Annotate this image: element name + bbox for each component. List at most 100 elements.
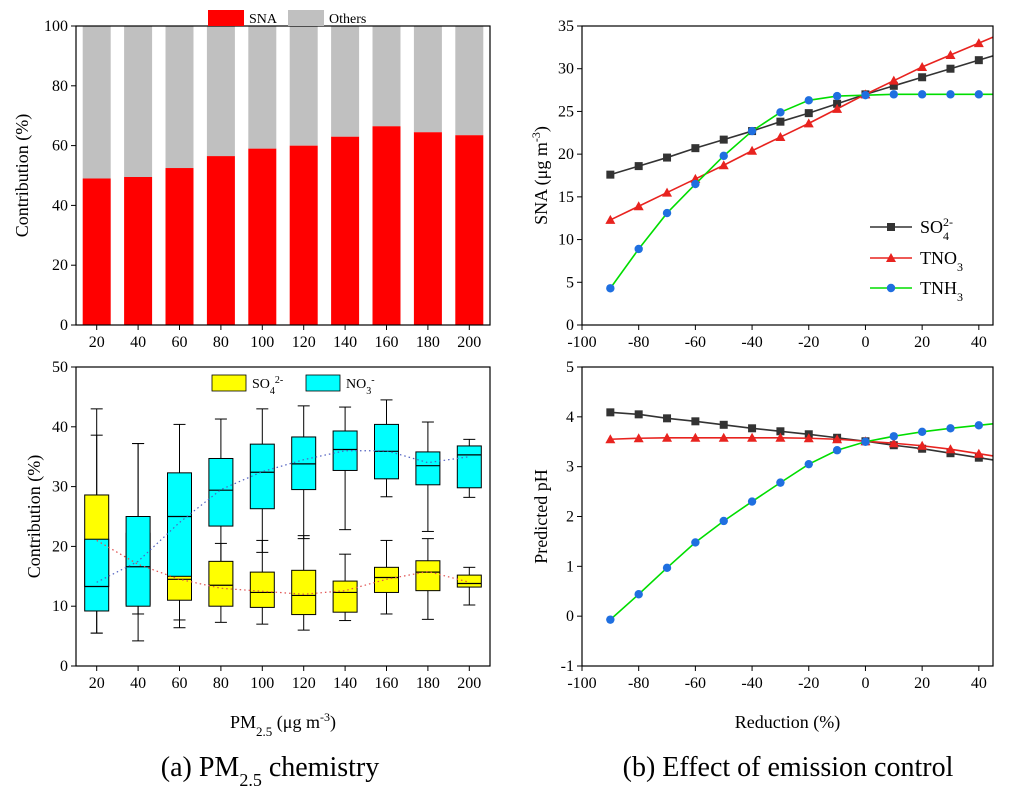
b-top-ylabel: SNA (μg m-3)	[529, 126, 552, 225]
b-top-point-so4	[634, 162, 643, 171]
b-bottom-point-tnh3	[832, 446, 842, 455]
b-top-ytick-label: 25	[558, 103, 574, 120]
a-bottom-ylabel: Contribution (%)	[24, 455, 45, 579]
b-top-point-tnh3	[691, 179, 700, 189]
a-top-plot-frame	[75, 25, 491, 326]
a-top-ylabel: Contribution (%)	[12, 114, 33, 238]
a-bottom-xlabel: PM2.5 (μg m-3)	[230, 710, 336, 739]
b-bottom-ytick-label: 2	[566, 509, 574, 526]
panel-b-top: -100 -80 -60 -40 -20 0 20 40 0 5 10 15 20 25 30 35 SO42-…	[529, 18, 994, 351]
b-bottom-point-so4	[691, 417, 700, 426]
b-top-point-so4	[974, 56, 983, 65]
b-bottom-point-tnh3	[917, 427, 927, 436]
a-top-ytick-label: 100	[44, 18, 68, 35]
box-no3	[415, 451, 441, 486]
b-bottom-ytick-label: 3	[566, 459, 574, 476]
b-top-xtick-label: 40	[971, 334, 987, 351]
b-top-xtick-label: 20	[914, 334, 930, 351]
a-top-xtick-label: 120	[292, 334, 316, 351]
b-bottom-xtick-label: -20	[798, 675, 819, 692]
a-bottom-xtick-label: 40	[130, 675, 146, 692]
a-top-ytick-label: 80	[52, 78, 68, 95]
b-top-point-tnh3	[719, 151, 728, 161]
b-bottom-point-tno3	[832, 434, 843, 444]
b-top-point-tnh3	[776, 108, 785, 117]
bar-others	[206, 26, 235, 157]
a-bottom-ytick-label: 20	[52, 538, 68, 555]
legend-so4-swatch	[211, 374, 247, 392]
a-top-xtick-label: 200	[457, 334, 481, 351]
a-bottom-xtick-label: 80	[213, 675, 229, 692]
legend-so4-label: SO42-	[920, 215, 953, 243]
b-bottom-point-tno3	[690, 432, 701, 442]
bar-others	[455, 26, 484, 136]
b-top-point-tnh3	[662, 208, 672, 218]
legend-others-swatch	[288, 10, 324, 26]
legend-sna-label: SNA	[249, 12, 278, 27]
bar-others	[124, 26, 153, 177]
bar-sna	[124, 176, 153, 325]
b-top-point-so4	[719, 135, 728, 144]
b-bottom-plot-frame	[581, 366, 994, 667]
a-top-xtick-label: 20	[89, 334, 105, 351]
legend-no3-swatch	[305, 374, 341, 392]
b-top-point-tnh3	[606, 284, 615, 293]
box-no3	[208, 457, 234, 527]
b-top-point-tno3	[718, 160, 729, 170]
bar-others	[165, 26, 194, 169]
bar-sna	[455, 135, 484, 325]
b-bottom-point-tnh3	[889, 432, 898, 441]
b-bottom-point-tno3	[605, 434, 616, 444]
legend-so4-label: SO42-	[252, 375, 283, 397]
box-so4	[208, 560, 234, 607]
legend-sna-swatch	[208, 10, 244, 26]
b-top-point-tnh3	[889, 90, 898, 99]
caption-a: (a) PM2.5 chemistry	[161, 752, 379, 790]
bar-sna	[82, 178, 111, 325]
a-top-xtick-label: 40	[130, 334, 146, 351]
b-bottom-point-so4	[776, 427, 785, 436]
b-bottom-point-tnh3	[634, 590, 643, 599]
b-top-ytick-label: 10	[558, 232, 574, 249]
a-bottom-plot-frame	[75, 366, 491, 667]
b-top-point-tnh3	[634, 244, 643, 254]
b-bottom-point-tnh3	[804, 459, 813, 469]
b-bottom-point-tno3	[917, 440, 928, 450]
legend-so4-marker	[887, 223, 895, 231]
bar-others	[82, 26, 111, 179]
box-no3	[84, 538, 110, 612]
bar-others	[289, 26, 318, 146]
b-top-xtick-label: -20	[798, 334, 819, 351]
b-top-point-so4	[606, 170, 615, 179]
legend-tno3-marker	[886, 253, 896, 262]
b-top-ytick-label: 15	[558, 189, 574, 206]
b-bottom-xtick-label: 20	[914, 675, 930, 692]
b-top-point-tno3	[605, 214, 616, 224]
b-bottom-ytick-label: 4	[566, 409, 574, 426]
b-bottom-point-tnh3	[861, 437, 870, 446]
bar-sna	[372, 126, 401, 325]
b-bottom-xtick-label: -60	[685, 675, 706, 692]
a-bottom-ytick-label: 10	[52, 598, 68, 615]
b-bottom-point-so4	[663, 414, 672, 423]
a-bottom-xtick-label: 60	[172, 675, 188, 692]
box-no3	[167, 472, 192, 577]
b-bottom-point-tnh3	[606, 615, 615, 624]
b-bottom-point-tnh3	[946, 424, 955, 433]
a-top-xtick-label: 160	[375, 334, 399, 351]
b-top-point-tno3	[662, 187, 673, 197]
b-top-point-tnh3	[832, 91, 842, 101]
bar-sna	[413, 132, 442, 325]
b-bottom-xtick-label: 0	[861, 675, 869, 692]
box-no3	[456, 445, 482, 489]
b-top-point-tno3	[917, 62, 928, 72]
b-top-point-so4	[804, 109, 813, 118]
caption-b: (b) Effect of emission control	[623, 752, 954, 783]
b-top-point-tno3	[832, 103, 843, 113]
legend-tnh3-marker	[886, 283, 896, 293]
legend-no3-label: NO3-	[346, 375, 375, 397]
b-top-xtick-label: -100	[567, 334, 596, 351]
b-top-point-so4	[918, 73, 927, 82]
b-bottom-point-tno3	[775, 432, 786, 442]
